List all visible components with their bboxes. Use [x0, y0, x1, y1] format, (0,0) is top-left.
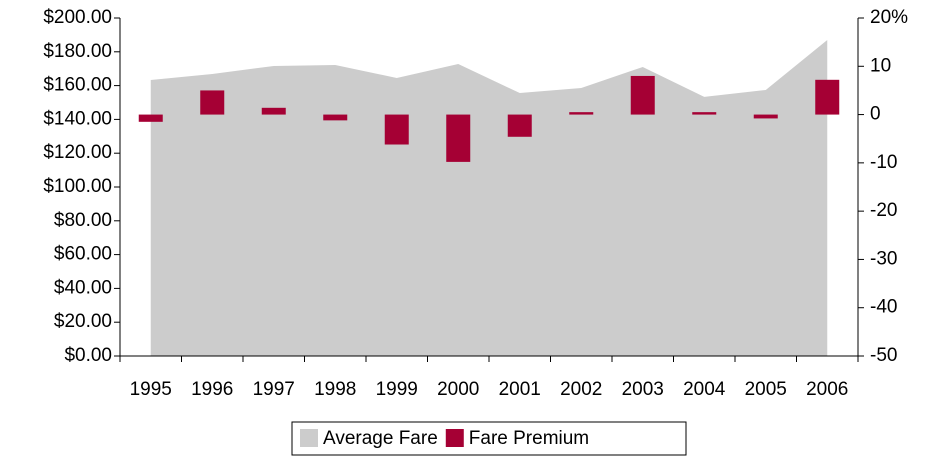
x-tick-label: 1997 [253, 379, 295, 400]
bar [323, 114, 348, 121]
bar [630, 75, 655, 115]
y-tick-label: $180.00 [43, 41, 112, 62]
legend-swatch [445, 429, 464, 447]
y-tick-label: $120.00 [43, 142, 112, 163]
bar [569, 112, 594, 115]
y2-tick-label: -30 [870, 248, 897, 269]
y2-tick-label: 0 [870, 104, 881, 125]
bar [815, 79, 840, 115]
bar [507, 114, 532, 137]
y-tick-label: $200.00 [43, 7, 112, 28]
x-tick-label: 2005 [745, 379, 787, 400]
y-tick-label: $40.00 [54, 277, 112, 298]
y-tick-label: $60.00 [54, 244, 112, 265]
y-tick-label: $100.00 [43, 176, 112, 197]
bar [753, 114, 778, 119]
x-tick-label: 1998 [314, 379, 356, 400]
x-tick-label: 2000 [437, 379, 479, 400]
legend-label: Average Fare [323, 428, 438, 449]
x-tick-label: 1995 [130, 379, 172, 400]
y2-tick-label: -20 [870, 200, 897, 221]
y-tick-label: $80.00 [54, 210, 112, 231]
y2-tick-label: -40 [870, 297, 897, 318]
bar [692, 112, 717, 115]
y-tick-label: $160.00 [43, 75, 112, 96]
y-tick-label: $20.00 [54, 311, 112, 332]
area [150, 39, 828, 356]
y-tick-label: $0.00 [64, 345, 112, 366]
x-tick-label: 1996 [191, 379, 233, 400]
y2-tick-label: 20% [870, 7, 908, 28]
bar [261, 107, 286, 115]
bar [384, 114, 409, 145]
bar [446, 114, 471, 162]
bar [200, 90, 225, 115]
x-tick-label: 1999 [376, 379, 418, 400]
y2-tick-label: -10 [870, 152, 897, 173]
y-tick-label: $140.00 [43, 108, 112, 129]
x-tick-label: 2006 [806, 379, 848, 400]
bar [138, 114, 163, 122]
legend-swatch [300, 429, 318, 447]
y2-tick-label: -50 [870, 345, 897, 366]
x-tick-label: 2004 [683, 379, 726, 400]
x-tick-label: 2003 [622, 379, 664, 400]
legend-box [291, 421, 687, 456]
x-tick-label: 2001 [499, 379, 541, 400]
y2-tick-label: 10 [870, 55, 891, 76]
legend-label: Fare Premium [469, 428, 589, 449]
x-tick-label: 2002 [560, 379, 602, 400]
